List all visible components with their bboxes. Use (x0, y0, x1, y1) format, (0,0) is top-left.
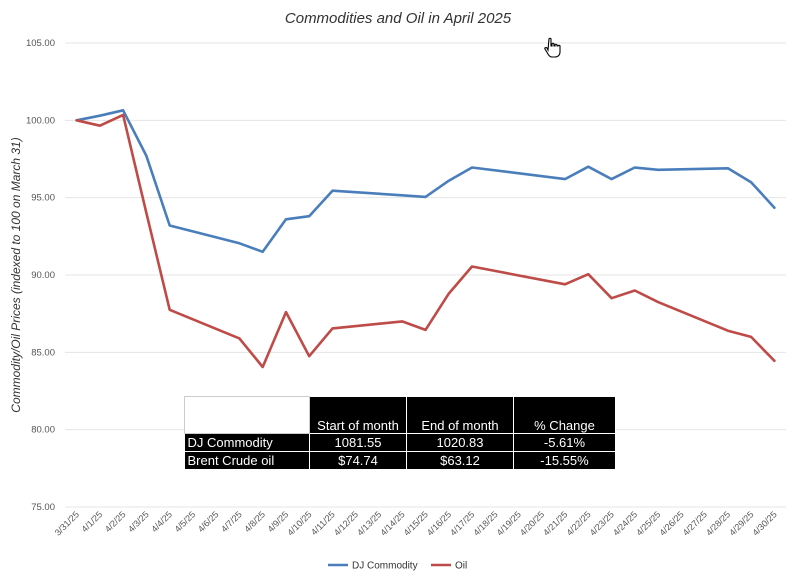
x-tick-label: 4/1/25 (80, 509, 105, 534)
x-tick-label: 4/8/25 (242, 509, 267, 534)
x-tick-label: 4/7/25 (219, 509, 244, 534)
x-tick-label: 4/30/25 (750, 509, 778, 537)
x-tick-label: 4/28/25 (704, 509, 732, 537)
x-tick-label: 4/15/25 (402, 509, 430, 537)
y-axis-ticks: 75.00 80.00 85.00 90.00 95.00 100.00 105.00 (26, 38, 55, 513)
summary-table: Start of month End of month % Change DJ … (184, 396, 616, 470)
x-tick-label: 4/4/25 (149, 509, 174, 534)
y-tick-label: 90.00 (31, 270, 55, 281)
x-tick-label: 4/5/25 (173, 509, 198, 534)
table-cell-change: -5.61% (513, 433, 616, 452)
x-tick-label: 4/23/25 (588, 509, 616, 537)
x-tick-label: 4/14/25 (378, 509, 406, 537)
table-cell-label: DJ Commodity (184, 433, 310, 452)
x-tick-label: 4/19/25 (495, 509, 523, 537)
x-tick-label: 4/27/25 (681, 509, 709, 537)
table-cell-label: Brent Crude oil (184, 451, 310, 470)
x-tick-label: 4/26/25 (657, 509, 685, 537)
series-line-dj-commodity (75, 109, 776, 254)
x-tick-label: 4/25/25 (634, 509, 662, 537)
x-tick-label: 4/24/25 (611, 509, 639, 537)
y-tick-label: 105.00 (26, 38, 55, 49)
x-tick-label: 4/11/25 (309, 509, 337, 537)
table-cell-change: -15.55% (513, 451, 616, 470)
y-axis-label: Commodity/Oil Prices (indexed to 100 on … (9, 137, 23, 412)
x-tick-label: 4/17/25 (448, 509, 476, 537)
table-cell-start: 1081.55 (309, 433, 407, 452)
table-header-start: Start of month (309, 396, 407, 434)
legend: DJ Commodity Oil (328, 561, 467, 572)
series-lines (75, 109, 776, 369)
x-tick-label: 4/3/25 (126, 509, 151, 534)
x-tick-label: 4/10/25 (285, 509, 313, 537)
x-tick-label: 4/6/25 (196, 509, 221, 534)
hand-pointer-icon (544, 37, 561, 58)
table-cell-end: $63.12 (406, 451, 514, 470)
y-tick-label: 95.00 (31, 193, 55, 204)
x-tick-label: 4/13/25 (355, 509, 383, 537)
x-tick-label: 4/20/25 (518, 509, 546, 537)
x-tick-label: 4/12/25 (332, 509, 360, 537)
x-tick-label: 3/31/25 (53, 509, 81, 537)
y-tick-label: 75.00 (31, 502, 55, 513)
table-header-row: Start of month End of month % Change (184, 396, 616, 434)
table-header-end: End of month (406, 396, 514, 434)
table-header-cell-blank (184, 396, 310, 434)
y-tick-label: 80.00 (31, 425, 55, 436)
x-tick-label: 4/21/25 (541, 509, 569, 537)
y-tick-label: 100.00 (26, 115, 55, 126)
legend-label: DJ Commodity (352, 561, 418, 572)
table-cell-start: $74.74 (309, 451, 407, 470)
x-axis-ticks: 3/31/254/1/254/2/254/3/254/4/254/5/254/6… (53, 509, 779, 537)
table-cell-end: 1020.83 (406, 433, 514, 452)
table-row: DJ Commodity 1081.55 1020.83 -5.61% (184, 433, 616, 452)
table-header-change: % Change (513, 396, 616, 434)
legend-label: Oil (455, 561, 467, 572)
x-tick-label: 4/2/25 (103, 509, 128, 534)
y-tick-label: 85.00 (31, 347, 55, 358)
chart-title: Commodities and Oil in April 2025 (285, 10, 512, 27)
x-tick-label: 4/29/25 (727, 509, 755, 537)
x-tick-label: 4/16/25 (425, 509, 453, 537)
x-tick-label: 4/22/25 (564, 509, 592, 537)
series-line-oil (75, 113, 776, 369)
table-row: Brent Crude oil $74.74 $63.12 -15.55% (184, 451, 616, 470)
x-tick-label: 4/18/25 (471, 509, 499, 537)
